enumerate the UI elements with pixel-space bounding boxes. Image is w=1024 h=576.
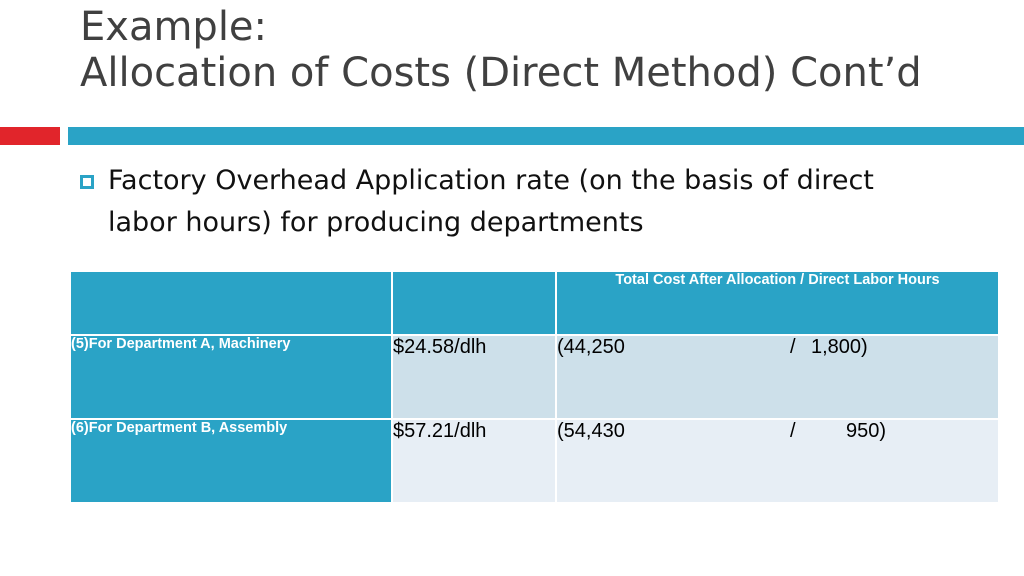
rate-dept-a: $24.58/dlh bbox=[391, 334, 557, 420]
table-row: (6)For Department B, Assembly $57.21/dlh… bbox=[69, 418, 1000, 504]
divider-dept-b: / bbox=[790, 420, 796, 442]
accent-bar-teal bbox=[68, 127, 1024, 145]
hours-dept-b: 950) bbox=[846, 420, 887, 442]
bullet-text-line1: Factory Overhead Application rate (on th… bbox=[108, 165, 874, 196]
calc-dept-b: (54,430 / 950) bbox=[555, 418, 1000, 504]
bullet-text-line2: labor hours) for producing departments bbox=[108, 207, 644, 238]
accent-bar-red bbox=[0, 127, 60, 145]
row-label-dept-b: (6)For Department B, Assembly bbox=[69, 418, 393, 504]
square-bullet-icon bbox=[80, 175, 94, 189]
cost-dept-a: (44,250 bbox=[557, 336, 625, 358]
header-cell-2 bbox=[391, 270, 557, 336]
hours-dept-a: 1,800) bbox=[811, 336, 868, 358]
row-label-dept-a: (5)For Department A, Machinery bbox=[69, 334, 393, 420]
slide-title-line2: Allocation of Costs (Direct Method) Cont… bbox=[80, 50, 922, 96]
header-cell-1 bbox=[69, 270, 393, 336]
allocation-table: Total Cost After Allocation / Direct Lab… bbox=[69, 270, 1000, 504]
divider-dept-a: / bbox=[790, 336, 796, 358]
cost-dept-b: (54,430 bbox=[557, 420, 625, 442]
header-cell-formula: Total Cost After Allocation / Direct Lab… bbox=[555, 270, 1000, 336]
slide-title: Example: Allocation of Costs (Direct Met… bbox=[80, 4, 922, 96]
calc-dept-a: (44,250 / 1,800) bbox=[555, 334, 1000, 420]
table-row: (5)For Department A, Machinery $24.58/dl… bbox=[69, 334, 1000, 420]
bullet-text: Factory Overhead Application rate (on th… bbox=[108, 160, 874, 244]
rate-dept-b: $57.21/dlh bbox=[391, 418, 557, 504]
slide-title-line1: Example: bbox=[80, 4, 268, 50]
bullet-point: Factory Overhead Application rate (on th… bbox=[80, 160, 960, 244]
table-header-row: Total Cost After Allocation / Direct Lab… bbox=[69, 270, 1000, 336]
